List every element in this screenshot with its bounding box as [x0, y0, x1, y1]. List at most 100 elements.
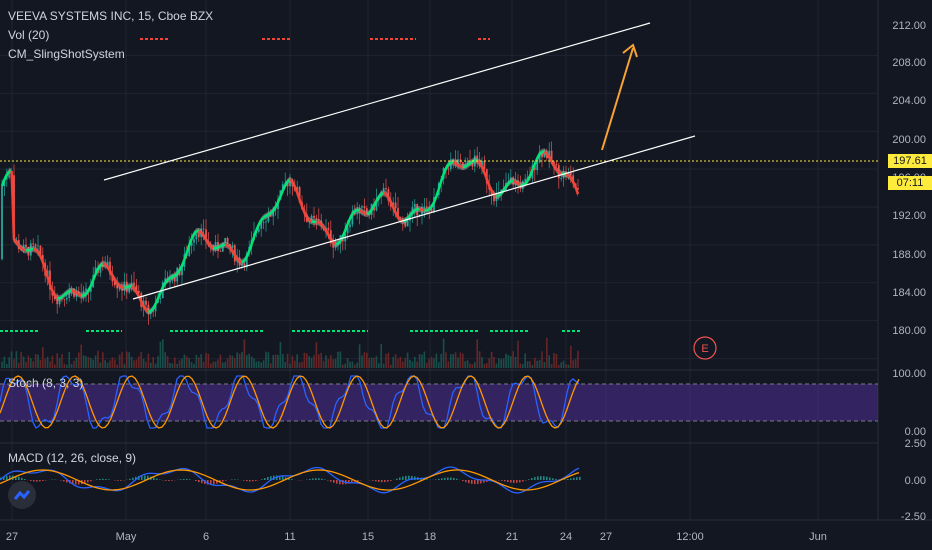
volume-bar: [301, 361, 303, 368]
ribbon-line: [5, 171, 11, 176]
macd-histogram-bar: [513, 480, 515, 483]
volume-bar: [349, 361, 351, 368]
volume-bar: [378, 363, 380, 368]
volume-bar: [152, 357, 154, 368]
macd-histogram-bar: [564, 479, 566, 480]
volume-bar: [320, 352, 322, 368]
ribbon-line: [411, 209, 416, 214]
candle-body: [39, 245, 42, 256]
volume-bar: [466, 360, 469, 368]
volume-bar: [265, 351, 267, 368]
volume-bar: [46, 356, 49, 368]
volume-bar: [236, 352, 238, 368]
ribbon-line: [385, 193, 390, 198]
volume-bar: [22, 356, 25, 368]
volume-bar: [284, 362, 286, 368]
y-tick-label: 212.00: [892, 20, 926, 32]
volume-bar: [342, 364, 344, 368]
volume-bar: [207, 353, 210, 368]
volume-bar: [56, 353, 58, 368]
ribbon-line: [430, 201, 436, 208]
volume-bar: [142, 358, 145, 368]
volume-bar: [80, 344, 82, 368]
volume-bar: [106, 362, 109, 368]
macd-histogram-bar: [252, 480, 254, 482]
volume-bar: [454, 352, 457, 368]
macd-histogram-bar: [534, 477, 536, 480]
ribbon-line: [392, 206, 397, 214]
volume-bar: [327, 359, 330, 368]
volume-bar: [334, 358, 337, 368]
x-tick-label: Jun: [809, 531, 827, 543]
candle-body: [133, 282, 135, 286]
ribbon-line: [15, 241, 20, 247]
macd-histogram-bar: [267, 477, 269, 480]
ribbon-line: [281, 184, 287, 192]
macd-histogram-bar: [309, 478, 311, 480]
candle-body: [265, 221, 267, 223]
volume-bar: [18, 362, 20, 368]
tradingview-logo-icon[interactable]: [8, 481, 36, 509]
macd-histogram-bar: [456, 478, 458, 480]
macd-histogram-bar: [291, 479, 293, 480]
candle-body: [385, 188, 387, 190]
ribbon-line: [204, 238, 210, 245]
volume-bar: [572, 360, 574, 368]
macd-histogram-bar: [222, 480, 224, 482]
volume-bar: [164, 352, 166, 368]
macd-histogram-bar: [243, 480, 245, 481]
ribbon-line: [269, 209, 275, 215]
macd-histogram-bar: [96, 479, 98, 480]
ribbon-line: [174, 272, 178, 277]
ribbon-line: [572, 181, 577, 188]
volume-bar: [154, 363, 157, 368]
ribbon-line: [359, 209, 363, 213]
macd-histogram-bar: [402, 476, 404, 480]
ribbon-line: [121, 285, 125, 289]
macd-histogram-bar: [390, 480, 392, 481]
ribbon-line: [303, 211, 308, 218]
ribbon-line: [257, 219, 263, 226]
ribbon-line: [152, 303, 157, 310]
macd-histogram-bar: [186, 478, 188, 480]
volume-bar: [438, 362, 440, 368]
volume-bar: [126, 351, 128, 368]
macd-histogram-bar: [18, 476, 20, 480]
macd-tick-label: 0.00: [905, 475, 926, 487]
volume-bar: [10, 351, 13, 368]
volume-bar: [90, 357, 92, 368]
volume-bar: [15, 351, 18, 368]
volume-bar: [426, 362, 428, 368]
volume-bar: [416, 361, 418, 368]
volume-bar: [30, 358, 32, 368]
ribbon-line: [106, 266, 112, 272]
ribbon-line: [440, 173, 445, 182]
candle-body: [406, 220, 409, 227]
candle-body: [349, 224, 351, 228]
volume-bar: [397, 358, 399, 368]
candle-body: [1, 186, 3, 260]
macd-histogram-bar: [120, 480, 122, 481]
candle-body: [85, 288, 87, 291]
candle-body: [68, 291, 71, 298]
ribbon-line: [17, 244, 23, 249]
ribbon-line: [332, 241, 337, 246]
volume-bar: [418, 354, 421, 368]
volume-bar: [354, 364, 356, 368]
macd-histogram-bar: [333, 480, 335, 483]
volume-bar: [255, 361, 258, 368]
volume-bar: [577, 350, 579, 368]
ribbon-line: [428, 205, 433, 211]
ribbon-line: [466, 162, 471, 167]
ribbon-line: [73, 290, 78, 294]
macd-histogram-bar: [15, 476, 17, 480]
ribbon-line: [28, 248, 32, 252]
volume-bars: [1, 337, 579, 368]
volume-bar: [500, 359, 502, 368]
ribbon-line: [215, 246, 219, 250]
volume-bar: [166, 356, 169, 368]
volume-bar: [452, 354, 454, 368]
macd-histogram-bar: [135, 476, 137, 480]
macd-histogram-bar: [480, 480, 482, 484]
